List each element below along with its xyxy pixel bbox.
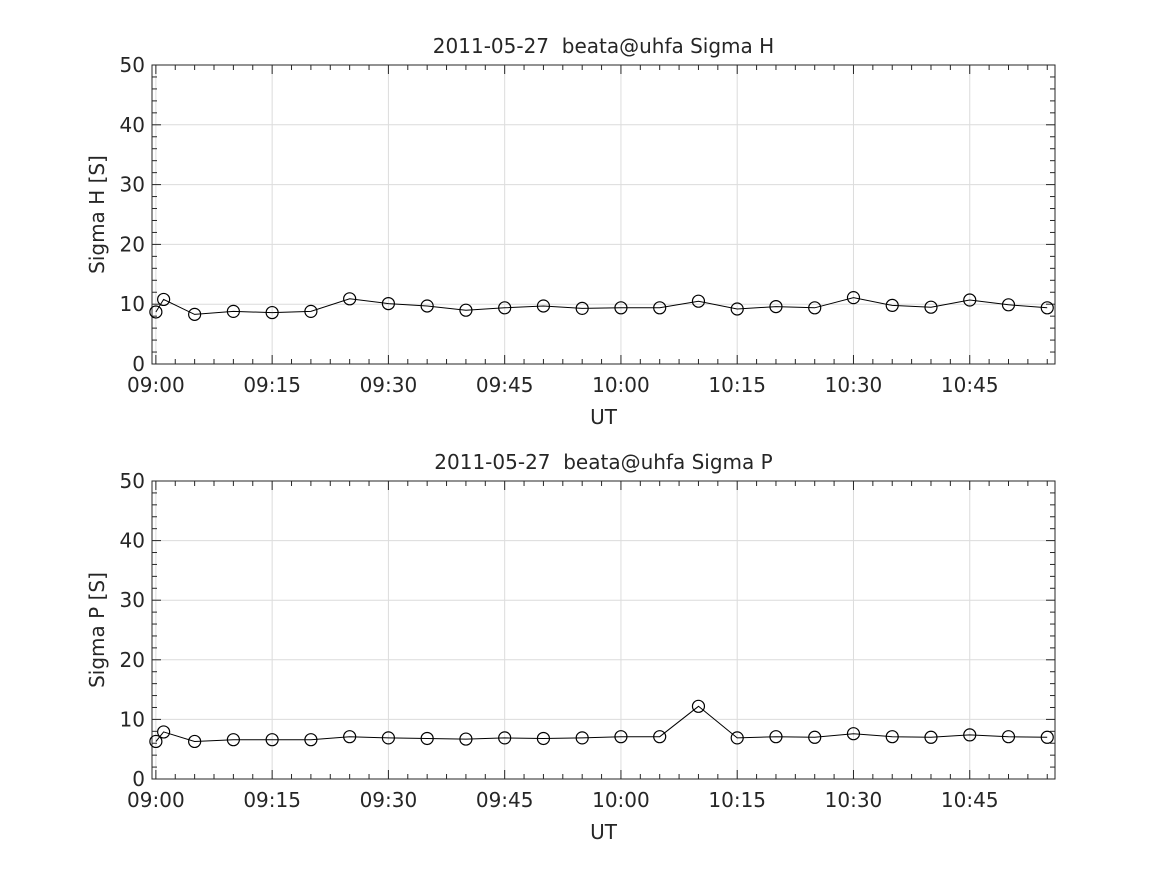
sigma-p-x-tick-label: 09:15 [243, 788, 301, 812]
sigma-h-data-point [265, 305, 279, 320]
sigma-p-data-point [1001, 730, 1016, 744]
sigma-h-y-tick-label: 50 [120, 53, 145, 77]
sigma-h-x-axis-label: UT [590, 405, 618, 429]
sigma-h-data-point [459, 303, 473, 317]
sigma-p-data-point [924, 730, 938, 744]
sigma-p-data-point [691, 699, 706, 713]
sigma-p-y-tick-label: 50 [120, 469, 145, 493]
sigma-p-data-point [614, 730, 628, 744]
sigma-h-data-point [381, 297, 396, 311]
sigma-p-y-tick-label: 30 [120, 588, 145, 612]
sigma-h-chart-title: 2011-05-27 beata@uhfa Sigma H [433, 34, 774, 58]
sigma-h-x-tick-label: 10:00 [592, 373, 650, 397]
sigma-p-x-tick-label: 09:30 [360, 788, 418, 812]
sigma-p-data-point [304, 733, 318, 747]
sigma-p-data-point [536, 731, 551, 746]
sigma-h-data-point [498, 301, 512, 315]
sigma-p-x-tick-label: 10:45 [941, 788, 999, 812]
sigma-p-y-tick-label: 10 [120, 707, 145, 731]
sigma-p-data-point [730, 731, 744, 745]
sigma-h-data-point [226, 304, 240, 318]
sigma-p-data-point [226, 733, 240, 747]
sigma-h-data-point [808, 301, 822, 315]
sigma-p-data-point [459, 732, 473, 746]
sigma-h-data-point [420, 299, 434, 313]
sigma-h-data-point [536, 299, 551, 313]
sigma-h-panel: 09:00 09:15 09:30 09:45 10:00 10:15 10:30 10:45… [85, 34, 1056, 429]
sigma-p-x-tick-label: 10:00 [592, 788, 650, 812]
sigma-p-data-point [498, 731, 512, 745]
sigma-p-y-tick-label: 0 [132, 767, 145, 791]
sigma-h-data-point [343, 292, 357, 306]
sigma-h-data-point [924, 300, 938, 314]
sigma-h-x-tick-label: 10:45 [941, 373, 999, 397]
sigma-p-data-point [963, 728, 977, 742]
sigma-p-data-point [846, 727, 861, 741]
sigma-h-axes-frame [151, 64, 1056, 365]
sigma-h-data-point [614, 301, 628, 315]
sigma-h-data-point [1040, 301, 1054, 315]
sigma-h-y-tick-label: 40 [120, 113, 145, 137]
sigma-h-data-point [885, 298, 899, 312]
sigma-h-data-point [149, 305, 163, 319]
sigma-p-data-point [188, 734, 202, 749]
sigma-h-y-tick-label: 0 [132, 352, 145, 376]
sigma-p-x-tick-label: 10:30 [825, 788, 883, 812]
sigma-h-x-tick-label: 09:15 [243, 373, 301, 397]
sigma-h-data-point [730, 302, 744, 316]
sigma-p-x-tick-label: 09:00 [127, 788, 185, 812]
sigma-h-data-point [1001, 298, 1016, 312]
sigma-h-x-tick-label: 09:45 [476, 373, 534, 397]
sigma-p-data-point [381, 731, 396, 745]
sigma-h-x-tick-label: 09:00 [127, 373, 185, 397]
sigma-p-y-tick-label: 20 [120, 648, 145, 672]
sigma-p-data-point [885, 730, 899, 744]
sigma-h-y-tick-label: 20 [120, 232, 145, 256]
sigma-h-data-point [188, 307, 202, 321]
sigma-p-x-tick-label: 10:15 [708, 788, 766, 812]
sigma-p-series-line [155, 705, 1048, 743]
sigma-p-data-point [420, 731, 434, 746]
sigma-p-data-point [653, 730, 667, 744]
sigma-h-x-tick-label: 09:30 [360, 373, 418, 397]
sigma-h-data-point [653, 301, 667, 315]
sigma-p-chart-title: 2011-05-27 beata@uhfa Sigma P [434, 450, 772, 474]
sigma-p-y-tick-label: 40 [120, 529, 145, 553]
sigma-p-x-tick-label: 09:45 [476, 788, 534, 812]
sigma-p-data-point [343, 730, 357, 744]
sigma-p-data-point [1040, 730, 1054, 744]
sigma-h-data-point [846, 291, 861, 305]
sigma-p-plot-area [152, 481, 1055, 779]
sigma-p-data-point [149, 734, 163, 749]
sigma-h-data-point [157, 292, 171, 307]
sigma-h-data-point [304, 304, 318, 318]
sigma-h-series-line [155, 297, 1048, 315]
sigma-p-axes-frame [151, 480, 1056, 780]
sigma-p-panel: 09:00 09:15 09:30 09:45 10:00 10:15 10:30 10:45… [85, 450, 1056, 844]
sigma-h-x-tick-label: 10:30 [825, 373, 883, 397]
sigma-h-y-tick-label: 30 [120, 173, 145, 197]
sigma-p-data-point [157, 725, 171, 739]
sigma-h-x-tick-label: 10:15 [708, 373, 766, 397]
sigma-h-data-point [575, 301, 589, 315]
sigma-p-data-point [265, 733, 279, 747]
sigma-p-y-axis-label: Sigma P [S] [85, 572, 109, 688]
sigma-h-y-tick-label: 10 [120, 292, 145, 316]
sigma-h-data-point [769, 299, 783, 314]
sigma-p-data-point [808, 730, 822, 744]
sigma-p-data-point [769, 730, 783, 744]
sigma-h-data-point [963, 293, 977, 307]
sigma-p-data-point [575, 731, 589, 745]
sigma-h-data-point [691, 294, 706, 308]
sigma-h-plot-area [152, 65, 1055, 364]
sigma-h-y-axis-label: Sigma H [S] [85, 155, 109, 274]
sigma-p-x-axis-label: UT [590, 820, 618, 844]
